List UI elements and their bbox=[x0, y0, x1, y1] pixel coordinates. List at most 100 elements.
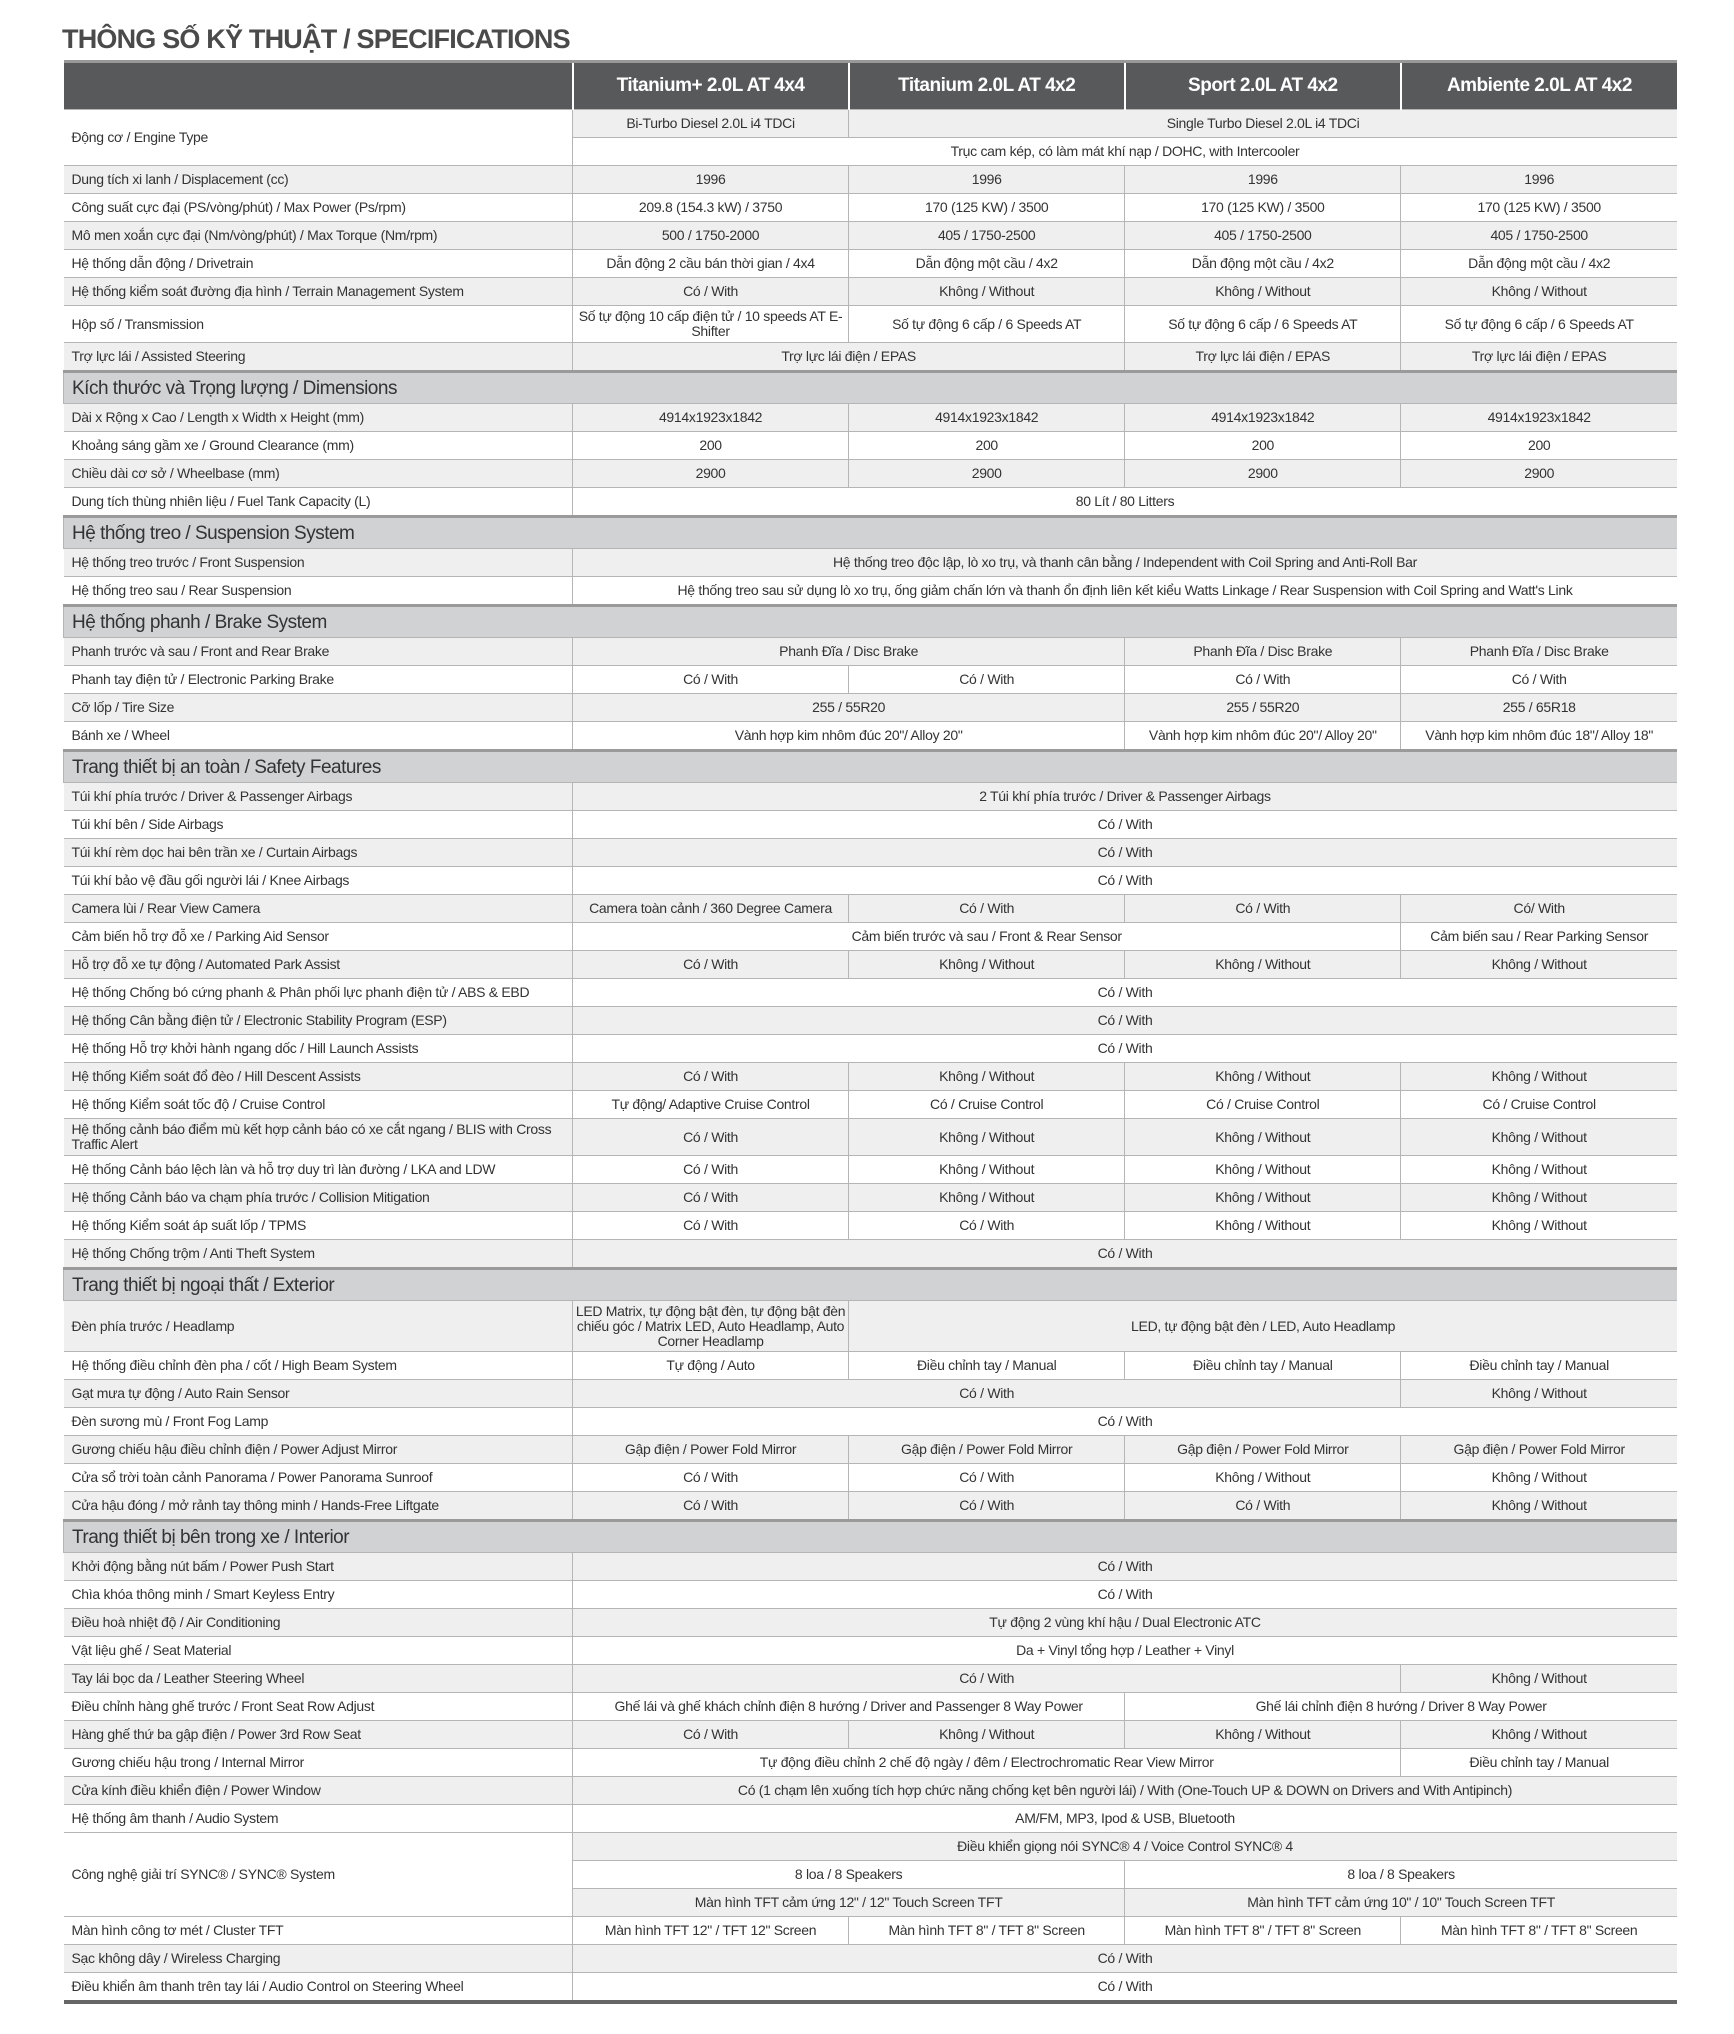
spec-row: Dung tích xi lanh / Displacement (cc) 199… bbox=[63, 165, 1677, 194]
spec-value: Dẫn động một cầu / 4x2 bbox=[848, 249, 1125, 278]
spec-value: 200 bbox=[571, 431, 849, 460]
spec-value: Có / With bbox=[571, 1491, 849, 1521]
spec-row: Sạc không dây / Wireless Charging Có / Wi… bbox=[63, 1944, 1677, 1973]
spec-row: Hệ thống Cảnh báo va chạm phía trước / C… bbox=[63, 1183, 1677, 1212]
spec-label: Màn hình công tơ mét / Cluster TFT bbox=[63, 1916, 573, 1945]
spec-value: 1996 bbox=[1124, 165, 1401, 194]
spec-value: Số tự động 6 cấp / 6 Speeds AT bbox=[848, 305, 1125, 343]
spec-value: Ghế lái chỉnh điện 8 hướng / Driver 8 Wa… bbox=[1124, 1692, 1677, 1721]
spec-value: Số tự động 6 cấp / 6 Speeds AT bbox=[1124, 305, 1401, 343]
spec-value: Có / With bbox=[571, 1379, 1401, 1408]
spec-value: Vành hợp kim nhôm đúc 20"/ Alloy 20" bbox=[1124, 721, 1401, 751]
spec-value: Màn hình TFT 12" / TFT 12" Screen bbox=[571, 1916, 849, 1945]
spec-value: 1996 bbox=[571, 165, 849, 194]
spec-label: Cảm biến hỗ trợ đỗ xe / Parking Aid Sens… bbox=[63, 922, 573, 951]
spec-value: Có / With bbox=[848, 665, 1125, 694]
spec-value: Điều chỉnh tay / Manual bbox=[1124, 1351, 1401, 1380]
spec-label: Tay lái bọc da / Leather Steering Wheel bbox=[63, 1664, 573, 1693]
spec-value: 255 / 55R20 bbox=[571, 693, 1125, 722]
spec-value: Màn hình TFT 8" / TFT 8" Screen bbox=[1400, 1916, 1677, 1945]
spec-label: Túi khí bảo vệ đầu gối người lái / Knee … bbox=[63, 866, 573, 895]
spec-row: Chìa khóa thông minh / Smart Keyless Ent… bbox=[63, 1580, 1677, 1609]
spec-value: Không / Without bbox=[1124, 1211, 1401, 1240]
spec-value: LED, tự động bật đèn / LED, Auto Headlam… bbox=[848, 1300, 1677, 1352]
spec-row: Tay lái bọc da / Leather Steering Wheel C… bbox=[63, 1664, 1677, 1693]
spec-label: Điều chỉnh hàng ghế trước / Front Seat R… bbox=[63, 1692, 573, 1721]
spec-value: Có / With bbox=[571, 277, 849, 306]
spec-row: Túi khí bên / Side Airbags Có / With bbox=[63, 810, 1677, 839]
spec-label: Dài x Rộng x Cao / Length x Width x Heig… bbox=[63, 403, 573, 432]
spec-value: Số tự động 6 cấp / 6 Speeds AT bbox=[1400, 305, 1677, 343]
spec-value: Không / Without bbox=[1124, 1720, 1401, 1749]
spec-row: Hệ thống Cảnh báo lệch làn và hỗ trợ duy… bbox=[63, 1155, 1677, 1184]
spec-row: Hệ thống Kiểm soát áp suất lốp / TPMS Có … bbox=[63, 1211, 1677, 1240]
spec-label: Hộp số / Transmission bbox=[63, 305, 573, 343]
spec-row: Chiều dài cơ sở / Wheelbase (mm) 2900 2900… bbox=[63, 459, 1677, 488]
spec-value: 1996 bbox=[1400, 165, 1677, 194]
section-title: Hệ thống treo / Suspension System bbox=[63, 515, 1677, 549]
spec-value: Có/ With bbox=[1400, 894, 1677, 923]
spec-value: Màn hình TFT cảm ứng 12" / 12" Touch Scr… bbox=[571, 1888, 1125, 1917]
spec-value: 200 bbox=[1124, 431, 1401, 460]
spec-value: Có / With bbox=[571, 1720, 849, 1749]
section-header: Kích thước và Trọng lượng / Dimensions bbox=[63, 370, 1677, 404]
section-header: Trang thiết bị ngoại thất / Exterior bbox=[63, 1267, 1677, 1301]
spec-value: Single Turbo Diesel 2.0L i4 TDCi bbox=[848, 109, 1677, 138]
spec-row: Gương chiếu hậu điều chỉnh điện / Power … bbox=[63, 1435, 1677, 1464]
spec-value: 170 (125 KW) / 3500 bbox=[1124, 193, 1401, 222]
spec-value: 8 loa / 8 Speakers bbox=[571, 1860, 1125, 1889]
spec-row: Gương chiếu hậu trong / Internal Mirror T… bbox=[63, 1748, 1677, 1777]
spec-value: Không / Without bbox=[1124, 1463, 1401, 1492]
spec-value: Có / With bbox=[571, 950, 849, 979]
spec-value: 2900 bbox=[1124, 459, 1401, 488]
spec-value: Có / With bbox=[572, 1552, 1677, 1581]
spec-value: Vành hợp kim nhôm đúc 20"/ Alloy 20" bbox=[571, 721, 1125, 751]
spec-value: Không / Without bbox=[1400, 1062, 1677, 1091]
spec-value: Có / With bbox=[571, 1062, 849, 1091]
spec-value: 2900 bbox=[571, 459, 849, 488]
spec-label: Điều khiển âm thanh trên tay lái / Audio… bbox=[63, 1972, 573, 2002]
spec-value: 170 (125 KW) / 3500 bbox=[848, 193, 1125, 222]
section-title: Kích thước và Trọng lượng / Dimensions bbox=[63, 370, 1677, 404]
spec-value: 405 / 1750-2500 bbox=[848, 221, 1125, 250]
spec-value: Có / With bbox=[848, 894, 1125, 923]
spec-value: Có / With bbox=[571, 1118, 849, 1156]
section-title: Trang thiết bị bên trong xe / Interior bbox=[63, 1519, 1677, 1553]
spec-row: Trục cam kép, có làm mát khí nạp / DOHC,… bbox=[64, 137, 1677, 166]
column-header-blank bbox=[63, 60, 573, 110]
spec-label: Hệ thống Chống trộm / Anti Theft System bbox=[63, 1239, 573, 1269]
spec-value: 4914x1923x1842 bbox=[1124, 403, 1401, 432]
spec-value: Trợ lực lái điện / EPAS bbox=[1400, 342, 1677, 372]
spec-value: Có / With bbox=[572, 978, 1677, 1007]
spec-value: Có / With bbox=[572, 1034, 1677, 1063]
spec-row: Hệ thống Hỗ trợ khởi hành ngang dốc / Hi… bbox=[63, 1034, 1677, 1063]
spec-row: Khoảng sáng gầm xe / Ground Clearance (m… bbox=[63, 431, 1677, 460]
section-header: Hệ thống treo / Suspension System bbox=[63, 515, 1677, 549]
spec-value: Tự động điều chỉnh 2 chế độ ngày / đêm /… bbox=[571, 1748, 1401, 1777]
spec-value: Vành hợp kim nhôm đúc 18"/ Alloy 18" bbox=[1400, 721, 1677, 751]
spec-row: Bánh xe / Wheel Vành hợp kim nhôm đúc 20"… bbox=[63, 721, 1677, 751]
spec-value: 209.8 (154.3 kW) / 3750 bbox=[571, 193, 849, 222]
spec-value: Màn hình TFT cảm ứng 10" / 10" Touch Scr… bbox=[1124, 1888, 1677, 1917]
spec-label: Hệ thống điều chỉnh đèn pha / cốt / High… bbox=[63, 1351, 573, 1380]
spec-label: Hệ thống Cảnh báo lệch làn và hỗ trợ duy… bbox=[63, 1155, 573, 1184]
spec-value: Không / Without bbox=[1400, 1183, 1677, 1212]
spec-row: Túi khí bảo vệ đầu gối người lái / Knee … bbox=[63, 866, 1677, 895]
spec-value: 2900 bbox=[848, 459, 1125, 488]
spec-value: Không / Without bbox=[1400, 1118, 1677, 1156]
spec-row: Hệ thống Cân bằng điện tử / Electronic S… bbox=[63, 1006, 1677, 1035]
spec-value: Phanh Đĩa / Disc Brake bbox=[1400, 637, 1677, 666]
spec-value: 500 / 1750-2000 bbox=[571, 221, 849, 250]
spec-label: Chiều dài cơ sở / Wheelbase (mm) bbox=[63, 459, 573, 488]
column-header-model: Titanium+ 2.0L AT 4x4 bbox=[571, 60, 849, 110]
spec-value: Có / Cruise Control bbox=[848, 1090, 1125, 1119]
spec-row: Hệ thống Chống trộm / Anti Theft System C… bbox=[63, 1239, 1677, 1269]
spec-value: Không / Without bbox=[1124, 1155, 1401, 1184]
spec-label: Cửa sổ trời toàn cảnh Panorama / Power P… bbox=[63, 1463, 573, 1492]
spec-value: Trợ lực lái điện / EPAS bbox=[571, 342, 1125, 372]
spec-row: Gạt mưa tự động / Auto Rain Sensor Có / W… bbox=[63, 1379, 1677, 1408]
spec-row: Túi khí rèm dọc hai bên trần xe / Curtai… bbox=[63, 838, 1677, 867]
spec-value: Không / Without bbox=[1400, 1211, 1677, 1240]
spec-value: 200 bbox=[1400, 431, 1677, 460]
section-header: Trang thiết bị bên trong xe / Interior bbox=[63, 1519, 1677, 1553]
